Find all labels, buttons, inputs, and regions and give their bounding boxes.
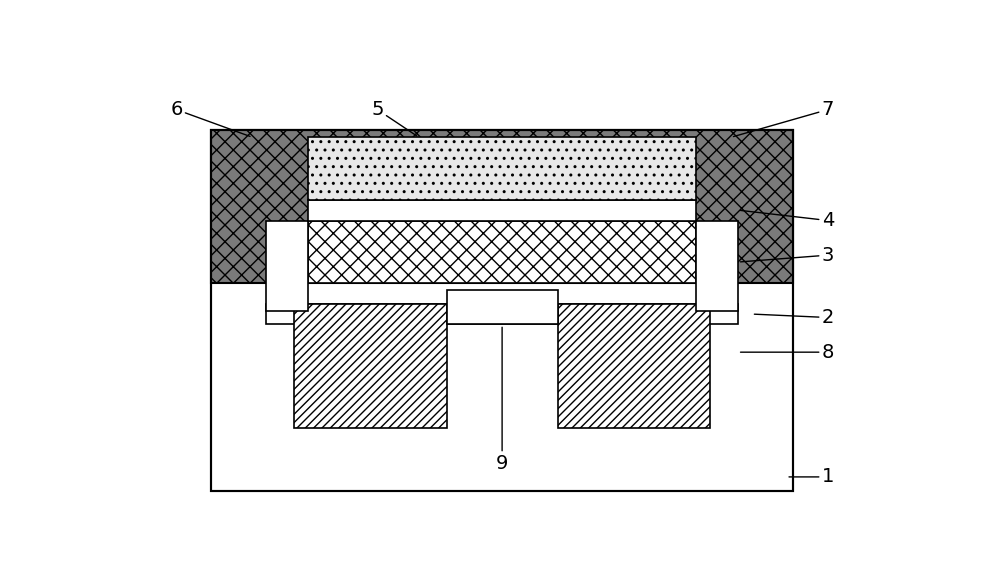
Text: 2: 2 [754, 308, 834, 327]
Bar [308, 221, 696, 283]
Text: 9: 9 [496, 327, 508, 472]
Text: 4: 4 [740, 210, 834, 230]
Bar [558, 304, 710, 429]
Text: 3: 3 [740, 246, 834, 265]
Text: 7: 7 [733, 100, 834, 137]
Bar [211, 130, 793, 491]
Bar [696, 221, 738, 311]
Text: 6: 6 [170, 100, 250, 137]
Bar [308, 137, 696, 200]
Text: 5: 5 [371, 100, 417, 136]
Text: 8: 8 [741, 342, 834, 362]
Bar [266, 221, 308, 311]
Bar [308, 200, 696, 221]
Bar [211, 130, 793, 283]
Bar [294, 304, 447, 429]
Text: 1: 1 [789, 467, 834, 486]
Bar [211, 130, 793, 491]
Bar [447, 290, 558, 324]
Bar [266, 304, 738, 324]
